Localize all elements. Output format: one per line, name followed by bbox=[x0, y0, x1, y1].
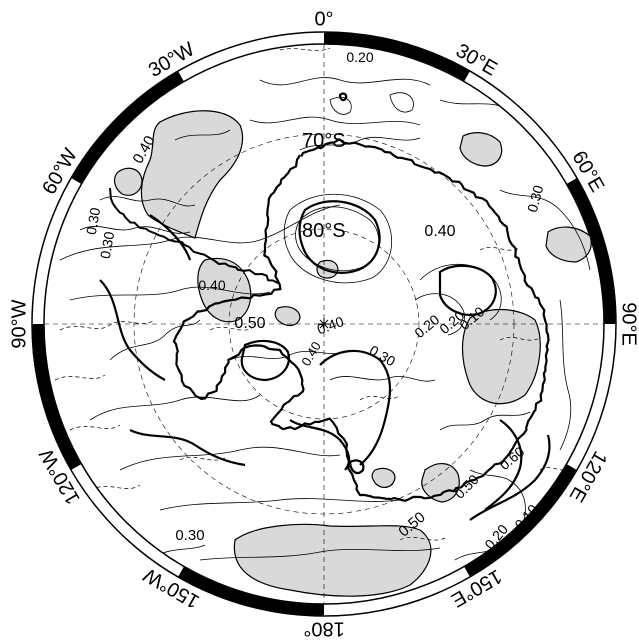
contour-value-label: 0.50 bbox=[234, 315, 265, 332]
thick-contour bbox=[438, 264, 497, 316]
dashed-contour bbox=[179, 456, 226, 461]
thin-contour bbox=[159, 498, 401, 511]
longitude-label: 90°E bbox=[618, 302, 639, 346]
thick-contour bbox=[484, 419, 523, 511]
antarctic-peninsula-coastline bbox=[109, 187, 279, 285]
contour-value-label: 0.30 bbox=[83, 206, 104, 236]
dashed-contour bbox=[359, 394, 401, 401]
contour-value-label: 0.40 bbox=[198, 277, 225, 293]
thin-contour bbox=[89, 394, 261, 421]
shaded-region-small-b bbox=[371, 467, 396, 488]
thick-contour bbox=[319, 349, 392, 466]
frame-segment-black bbox=[32, 323, 82, 470]
contour-value-label: 0.30 bbox=[97, 230, 118, 260]
frame-segment-black bbox=[464, 464, 577, 577]
frame-segment-black bbox=[178, 566, 325, 616]
dashed-contour bbox=[499, 336, 541, 341]
thick-contour bbox=[338, 92, 348, 102]
thin-contour bbox=[229, 349, 351, 361]
latitude-label-80s: 80°S bbox=[302, 220, 346, 242]
shaded-region-atlantic-small bbox=[113, 167, 143, 196]
shaded-region-east-2 bbox=[459, 132, 503, 167]
shaded-region-south-pacific bbox=[233, 523, 432, 597]
thin-contour bbox=[283, 193, 392, 284]
thin-contours bbox=[59, 77, 591, 561]
frame-segment-black bbox=[566, 178, 616, 325]
thin-contour bbox=[499, 189, 591, 271]
thin-contour bbox=[249, 116, 421, 126]
thin-contour bbox=[329, 376, 436, 382]
thick-contours bbox=[99, 92, 551, 521]
thick-contour bbox=[240, 339, 290, 382]
dashed-contour bbox=[59, 319, 156, 331]
thin-contour bbox=[299, 136, 421, 151]
thin-contour bbox=[414, 293, 465, 336]
thick-contour bbox=[298, 200, 381, 274]
contour-value-label: 0.30 bbox=[175, 527, 204, 544]
contour-value-label: 0.20 bbox=[346, 49, 373, 65]
latitude-label-70s: 70°S bbox=[302, 130, 346, 152]
dashed-contour bbox=[209, 326, 253, 331]
south-pole-marker bbox=[318, 318, 330, 330]
dashed-contour bbox=[399, 536, 446, 541]
frame-segment-black bbox=[71, 71, 184, 184]
map-frame-outer bbox=[31, 31, 617, 617]
thin-contour bbox=[559, 299, 572, 451]
thick-contour bbox=[149, 214, 192, 261]
thin-contour bbox=[119, 446, 341, 471]
thin-contour bbox=[69, 286, 271, 301]
thick-contour bbox=[99, 279, 166, 381]
thin-contour bbox=[389, 92, 414, 113]
thin-contour bbox=[329, 96, 352, 115]
thick-contour bbox=[348, 459, 365, 475]
thin-contour bbox=[259, 77, 431, 86]
shaded-region-ross-side bbox=[274, 306, 301, 327]
shaded-region-weddell bbox=[140, 110, 244, 239]
longitude-label: 180° bbox=[303, 618, 344, 640]
frame-tick-segments bbox=[32, 32, 616, 616]
shaded-region-east-1 bbox=[545, 226, 592, 263]
longitude-label: 0° bbox=[314, 8, 333, 30]
thin-contour bbox=[59, 204, 341, 261]
thin-contour bbox=[99, 196, 196, 207]
thin-contour bbox=[109, 319, 201, 361]
shaded-region-small-a bbox=[316, 259, 339, 279]
shaded-region-indian-ocean bbox=[461, 308, 541, 405]
thin-contour bbox=[439, 411, 531, 431]
frame-segment-black bbox=[323, 32, 470, 82]
longitude-label: 90°W bbox=[8, 299, 30, 348]
thin-contour bbox=[174, 129, 231, 141]
shaded-region-east-3 bbox=[421, 463, 460, 503]
antarctica-coastline bbox=[172, 138, 550, 502]
contour-value-label: 0.30 bbox=[524, 183, 547, 214]
contour-value-label: 0.40 bbox=[424, 223, 455, 240]
thick-contour bbox=[129, 429, 246, 467]
thick-contour bbox=[469, 434, 551, 521]
thin-contour bbox=[199, 547, 441, 561]
